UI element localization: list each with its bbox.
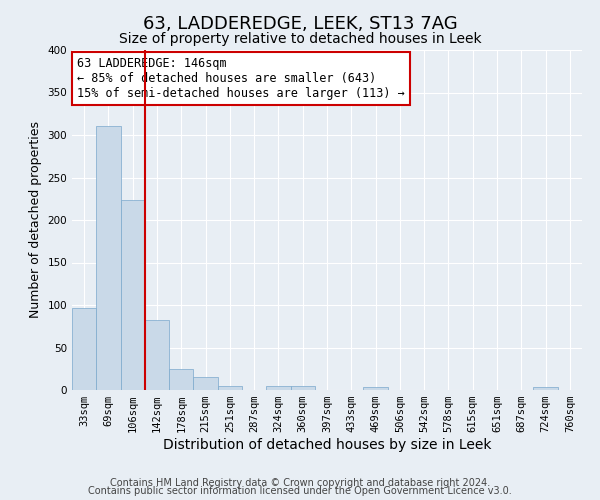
Bar <box>72 308 96 390</box>
Bar <box>96 126 121 390</box>
Bar <box>121 200 145 390</box>
Bar <box>145 320 169 390</box>
Bar <box>218 386 242 390</box>
Bar <box>364 388 388 390</box>
Text: 63 LADDEREDGE: 146sqm
← 85% of detached houses are smaller (643)
15% of semi-det: 63 LADDEREDGE: 146sqm ← 85% of detached … <box>77 57 405 100</box>
Bar <box>266 386 290 390</box>
Bar <box>290 386 315 390</box>
Bar <box>169 369 193 390</box>
X-axis label: Distribution of detached houses by size in Leek: Distribution of detached houses by size … <box>163 438 491 452</box>
Y-axis label: Number of detached properties: Number of detached properties <box>29 122 42 318</box>
Bar <box>193 378 218 390</box>
Text: Contains HM Land Registry data © Crown copyright and database right 2024.: Contains HM Land Registry data © Crown c… <box>110 478 490 488</box>
Text: 63, LADDEREDGE, LEEK, ST13 7AG: 63, LADDEREDGE, LEEK, ST13 7AG <box>143 15 457 33</box>
Bar <box>533 388 558 390</box>
Text: Size of property relative to detached houses in Leek: Size of property relative to detached ho… <box>119 32 481 46</box>
Text: Contains public sector information licensed under the Open Government Licence v3: Contains public sector information licen… <box>88 486 512 496</box>
